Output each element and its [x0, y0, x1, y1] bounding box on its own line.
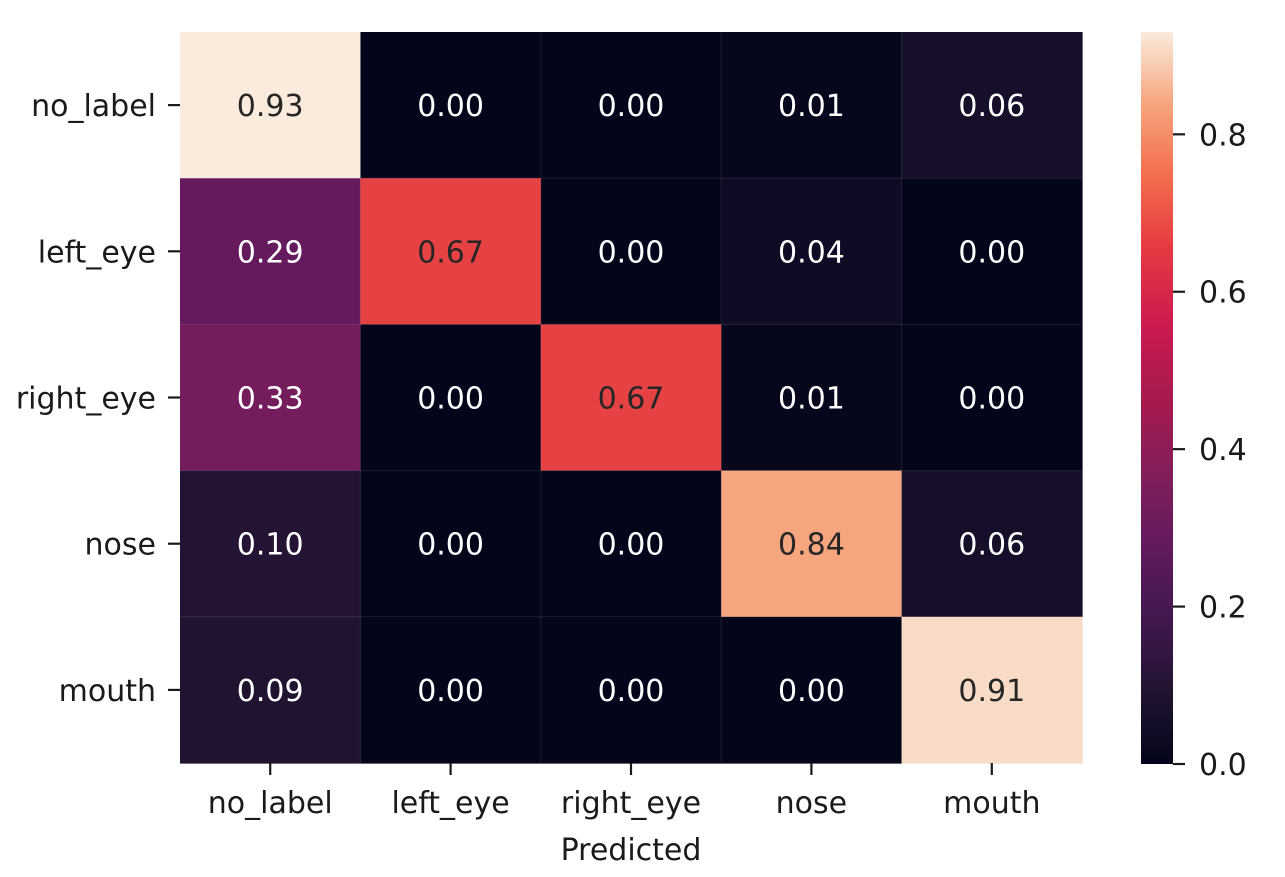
- colorbar: [1141, 32, 1173, 764]
- x-tick-label: no_label: [208, 786, 333, 821]
- colorbar-axis: 0.0 0.2 0.4 0.6 0.8: [1173, 118, 1247, 783]
- heatmap-cell: [721, 470, 903, 618]
- heatmap-cell: [721, 324, 903, 472]
- heatmap-cell: [360, 178, 542, 325]
- cell-value-label: 0.10: [237, 528, 304, 563]
- heatmap-cell: [540, 178, 722, 325]
- heatmap-cell: [721, 32, 903, 179]
- y-tick-label: nose: [85, 528, 156, 563]
- cell-value-label: 0.01: [778, 382, 845, 417]
- heatmap-cell: [180, 178, 361, 325]
- cell-value-label: 0.67: [598, 382, 665, 417]
- heatmap-cell: [540, 470, 722, 618]
- x-axis-title: Predicted: [561, 833, 702, 868]
- colorbar-tick-label: 0.6: [1199, 276, 1247, 311]
- x-tick-label: nose: [776, 786, 847, 821]
- heatmap-cell: [180, 32, 361, 179]
- cell-value-label: 0.00: [417, 89, 484, 124]
- heatmap-cell: [360, 32, 542, 179]
- cell-value-label: 0.67: [417, 235, 484, 270]
- heatmap-cell: [180, 324, 361, 472]
- colorbar-tick-label: 0.0: [1199, 748, 1247, 783]
- cell-value-label: 0.00: [598, 235, 665, 270]
- colorbar-tick-label: 0.8: [1199, 118, 1247, 153]
- x-tick-label: mouth: [943, 786, 1040, 821]
- y-tick-label: right_eye: [16, 382, 156, 417]
- cell-value-label: 0.06: [958, 528, 1025, 563]
- heatmap-cell: [180, 470, 361, 618]
- cell-value-label: 0.00: [417, 382, 484, 417]
- cell-value-label: 0.00: [598, 528, 665, 563]
- heatmap-cell: [901, 178, 1083, 325]
- cell-value-label: 0.00: [417, 674, 484, 709]
- heatmap-grid: 0.93 0.00 0.00 0.01 0.06 0.29 0.67 0.00 0.04 0.00…: [180, 32, 1083, 764]
- cell-value-label: 0.91: [958, 674, 1025, 709]
- cell-value-label: 0.09: [237, 674, 304, 709]
- heatmap-cell: [540, 32, 722, 179]
- cell-value-label: 0.00: [598, 89, 665, 124]
- cell-value-label: 0.33: [237, 382, 304, 417]
- cell-value-label: 0.00: [778, 674, 845, 709]
- heatmap-cell: [360, 324, 542, 472]
- cell-value-label: 0.29: [237, 235, 304, 270]
- x-tick-label: right_eye: [561, 786, 701, 821]
- heatmap-cell: [540, 616, 722, 764]
- cell-value-label: 0.00: [958, 235, 1025, 270]
- x-axis: no_label left_eye right_eye nose mouth: [208, 763, 1040, 821]
- y-tick-label: no_label: [31, 89, 156, 124]
- heatmap-cell: [540, 324, 722, 472]
- heatmap-cell: [901, 470, 1083, 618]
- y-tick-label: left_eye: [38, 235, 156, 270]
- cell-value-label: 0.84: [778, 528, 845, 563]
- heatmap-cell: [901, 616, 1083, 764]
- cell-value-label: 0.00: [417, 528, 484, 563]
- heatmap-cell: [721, 616, 903, 764]
- colorbar-tick-label: 0.4: [1199, 433, 1247, 468]
- cell-value-label: 0.00: [598, 674, 665, 709]
- cell-value-label: 0.06: [958, 89, 1025, 124]
- heatmap-cell: [721, 178, 903, 325]
- heatmap-cell: [360, 470, 542, 618]
- heatmap-cell: [901, 32, 1083, 179]
- heatmap-cell: [360, 616, 542, 764]
- x-tick-label: left_eye: [391, 786, 509, 821]
- cell-value-label: 0.93: [237, 89, 304, 124]
- heatmap-cell: [180, 616, 361, 764]
- cell-value-label: 0.01: [778, 89, 845, 124]
- cell-value-label: 0.04: [778, 235, 845, 270]
- y-tick-label: mouth: [59, 674, 156, 709]
- colorbar-tick-label: 0.2: [1199, 591, 1247, 626]
- cell-value-label: 0.00: [958, 382, 1025, 417]
- heatmap-cell: [901, 324, 1083, 472]
